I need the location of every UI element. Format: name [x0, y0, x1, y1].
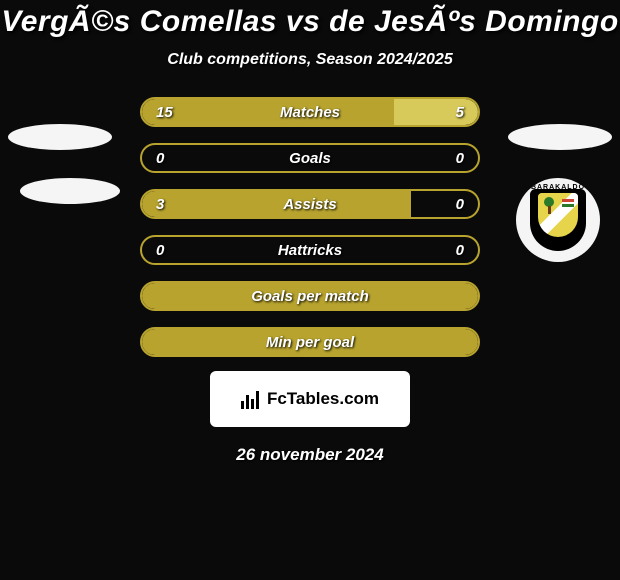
player-left-avatar — [8, 124, 112, 150]
stat-fill-left — [142, 191, 411, 217]
stat-value-right: 0 — [456, 150, 464, 167]
bar-chart-icon — [241, 389, 259, 409]
stat-label: Assists — [283, 196, 336, 213]
date-text: 26 november 2024 — [236, 445, 383, 465]
club-right-crest: BARAKALDO — [516, 178, 600, 262]
stat-label: Min per goal — [266, 334, 354, 351]
brand-box[interactable]: FcTables.com — [210, 371, 410, 427]
brand-text: FcTables.com — [267, 389, 379, 409]
stat-row: 0 0 Goals — [140, 143, 480, 173]
crest-shield-outer — [530, 189, 586, 251]
stat-fill-left — [142, 99, 394, 125]
page-subtitle: Club competitions, Season 2024/2025 — [167, 51, 452, 69]
stat-value-right: 0 — [456, 242, 464, 259]
stat-row: 0 0 Hattricks — [140, 235, 480, 265]
tree-icon — [542, 197, 556, 215]
player-right-avatar — [508, 124, 612, 150]
stat-value-left: 3 — [156, 196, 164, 213]
stat-value-right: 5 — [456, 104, 464, 121]
stat-row: Min per goal — [140, 327, 480, 357]
stat-row: 15 5 Matches — [140, 97, 480, 127]
stat-row: 3 0 Assists — [140, 189, 480, 219]
stat-label: Goals — [289, 150, 331, 167]
stat-fill-right — [394, 99, 478, 125]
stat-label: Matches — [280, 104, 340, 121]
stat-value-left: 15 — [156, 104, 173, 121]
page-title: VergÃ©s Comellas vs de JesÃºs Domingo — [1, 5, 618, 39]
stat-value-left: 0 — [156, 150, 164, 167]
stat-value-left: 0 — [156, 242, 164, 259]
crest-text: BARAKALDO — [531, 184, 585, 191]
stat-value-right: 0 — [456, 196, 464, 213]
stat-label: Goals per match — [251, 288, 369, 305]
flag-icon — [562, 199, 574, 207]
crest-shield — [538, 193, 578, 237]
club-left-avatar — [20, 178, 120, 204]
stat-label: Hattricks — [278, 242, 342, 259]
stat-row: Goals per match — [140, 281, 480, 311]
